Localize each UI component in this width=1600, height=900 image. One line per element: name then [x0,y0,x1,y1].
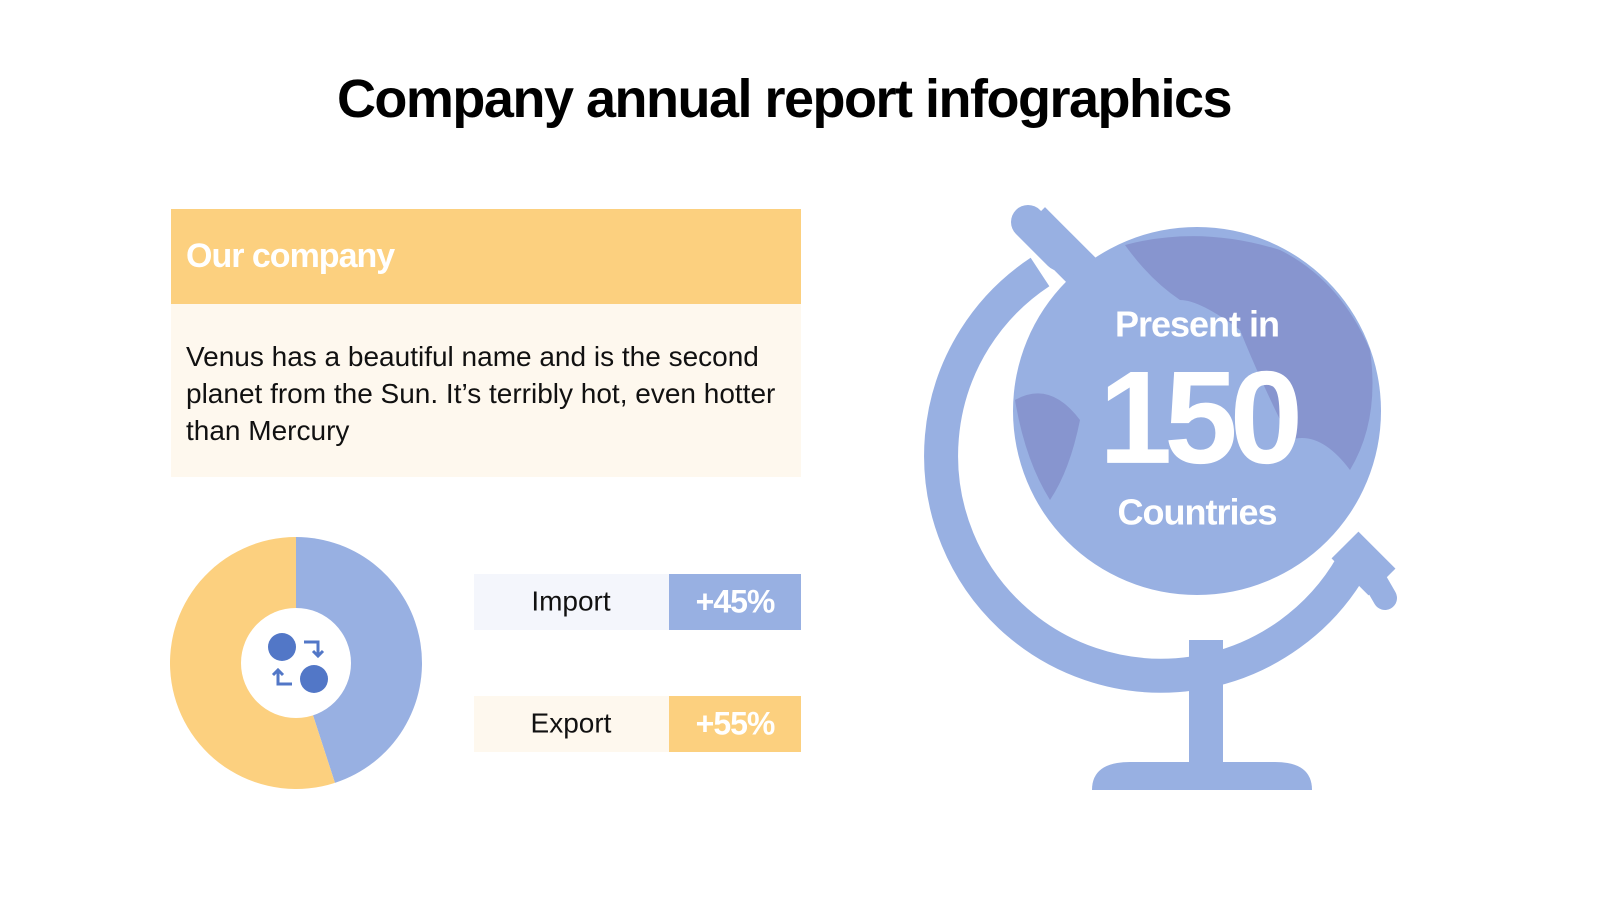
globe-label-bottom: Countries [1117,492,1276,533]
globe-ring [924,257,1367,693]
value-label: +45% [696,583,775,619]
panel-heading: Our company [186,237,395,275]
legend-label: Export [531,707,612,738]
legend: Import +45% Export +55% [474,574,801,752]
panel-header: Our company [171,209,801,304]
legend-value-box [669,574,801,630]
globe-land [1015,393,1080,500]
slide-title: Company annual report infographics [336,69,1233,129]
globe-number: 150 [1099,344,1298,491]
globe: Present in 150 Countries [924,205,1397,790]
globe-stem [1189,640,1223,770]
globe-base [1092,762,1312,790]
panel-body: Venus has a beautiful name and is the se… [171,304,801,477]
legend-value-box [669,696,801,752]
globe-clip [1358,560,1397,610]
legend-row [474,574,669,630]
value-label: +55% [696,705,775,741]
legend-label: Import [531,585,611,616]
icon-arrow [304,640,325,659]
globe-land [1125,236,1373,470]
exchange-icon [241,608,351,718]
pie-slice [296,537,422,783]
legend-row [474,696,669,752]
globe-clip [1018,207,1102,291]
icon-coin [300,665,328,693]
icon-coin [268,633,296,661]
globe-label-top: Present in [1115,304,1279,345]
panel-text: Venus has a beautiful name and is the se… [186,341,776,446]
icon-arrow [271,667,292,686]
donut-hole [241,608,351,718]
